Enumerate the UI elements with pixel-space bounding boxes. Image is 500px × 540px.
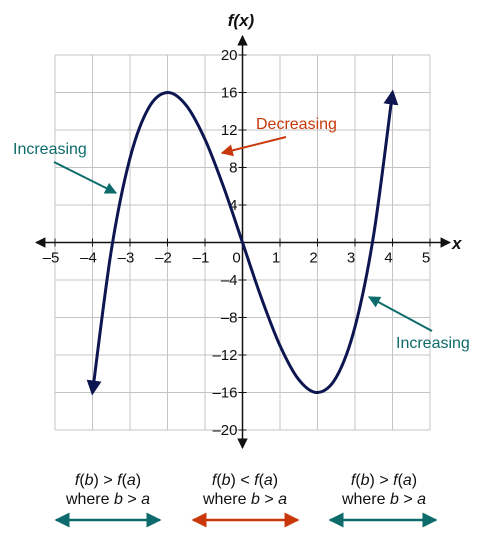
x-tick-label: 3 <box>347 250 355 267</box>
annotation-decreasing: Decreasing <box>256 116 337 133</box>
y-tick-label: –20 <box>212 422 237 439</box>
y-tick-label: –8 <box>221 310 238 327</box>
condition-increasing-right: f(b) > f(a) where b > a <box>328 472 438 528</box>
annotation-arrow-decreasing <box>220 136 287 157</box>
annotations: Increasing Decreasing Increasing <box>13 116 470 352</box>
y-tick-label: –16 <box>212 385 237 402</box>
x-tick-label: 0 <box>232 250 240 267</box>
x-axis-label: x <box>451 234 463 253</box>
annotation-increasing-right: Increasing <box>396 335 470 352</box>
annotation-arrow-increasing-right <box>367 296 433 332</box>
y-axis-label: f(x) <box>228 11 255 30</box>
x-tick-label: 5 <box>422 250 430 267</box>
y-tick-label: –12 <box>212 347 237 364</box>
conditions: f(b) > f(a) where b > a f(b) < f(a) wher… <box>54 472 438 528</box>
x-tick-label: 1 <box>272 250 280 267</box>
svg-text:where b > a: where b > a <box>341 491 426 508</box>
y-tick-label: 20 <box>221 47 238 64</box>
curve-layer <box>86 89 399 396</box>
svg-text:where b > a: where b > a <box>202 491 287 508</box>
svg-text:f(b) > f(a): f(b) > f(a) <box>75 472 141 489</box>
annotation-arrow-increasing-left <box>53 161 118 194</box>
y-tick-label: 16 <box>221 85 238 102</box>
x-tick-label: –4 <box>80 250 97 267</box>
condition-increasing-left: f(b) > f(a) where b > a <box>54 472 162 528</box>
x-tick-label: –2 <box>155 250 172 267</box>
svg-text:f(b) < f(a): f(b) < f(a) <box>212 472 278 489</box>
y-tick-label: –4 <box>221 272 238 289</box>
y-tick-label: 8 <box>229 160 237 177</box>
condition-decreasing: f(b) < f(a) where b > a <box>191 472 300 528</box>
annotation-increasing-left: Increasing <box>13 141 87 158</box>
x-tick-label: 2 <box>309 250 317 267</box>
svg-text:f(b) > f(a): f(b) > f(a) <box>351 472 417 489</box>
x-tick-label: –1 <box>193 250 210 267</box>
y-tick-label: 12 <box>221 122 238 139</box>
function-curve <box>86 89 399 396</box>
svg-text:where b > a: where b > a <box>65 491 150 508</box>
x-tick-label: –5 <box>43 250 60 267</box>
x-tick-label: –3 <box>118 250 135 267</box>
x-tick-label: 4 <box>384 250 392 267</box>
